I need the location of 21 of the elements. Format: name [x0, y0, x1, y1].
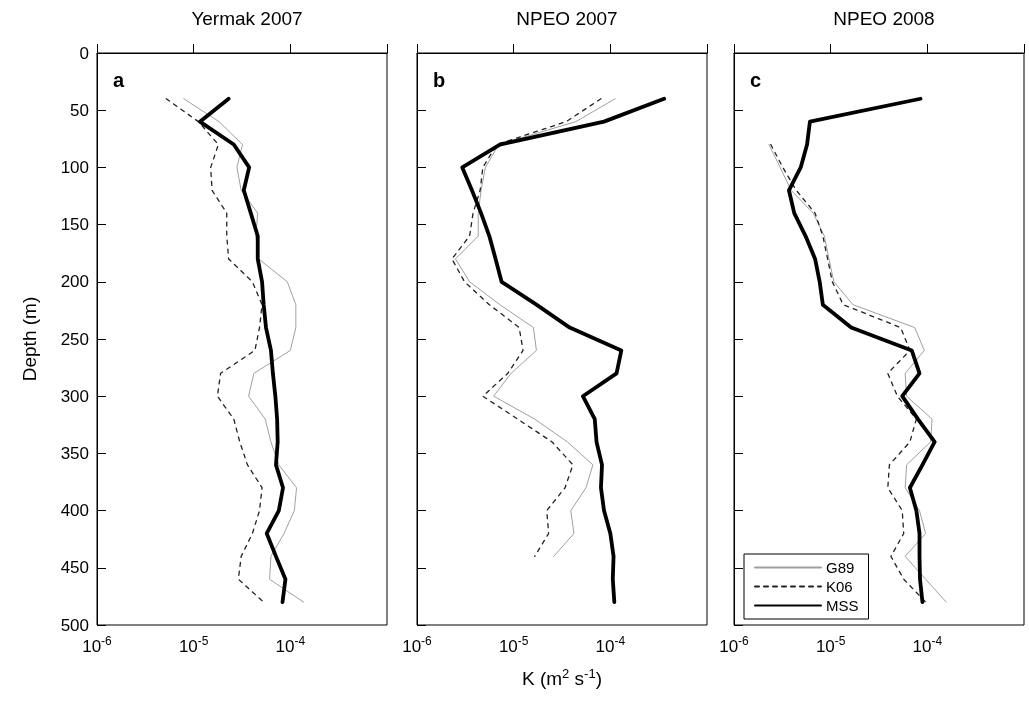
chart-title: NPEO 2007 [516, 8, 618, 29]
y-tick-label: 100 [60, 157, 89, 177]
y-tick-label: 200 [60, 272, 89, 292]
chart-title: Yermak 2007 [191, 8, 303, 29]
y-axis-title: Depth (m) [19, 296, 40, 382]
y-tick-label: 500 [60, 615, 89, 635]
y-tick-label: 400 [60, 501, 89, 521]
legend-label: K06 [826, 578, 853, 595]
y-tick-label: 250 [60, 329, 89, 349]
annotation: c [750, 69, 762, 91]
annotation: b [433, 69, 446, 91]
y-tick-label: 350 [60, 443, 89, 463]
y-tick-label: 50 [70, 100, 89, 120]
y-tick-label: 150 [60, 215, 89, 235]
annotation: a [113, 69, 125, 91]
y-tick-label: 300 [60, 386, 89, 406]
legend-label: G89 [826, 559, 855, 576]
legend-label: MSS [826, 597, 859, 614]
y-tick-label: 0 [79, 43, 89, 63]
chart-title: NPEO 2008 [833, 8, 935, 29]
y-tick-label: 450 [60, 558, 89, 578]
